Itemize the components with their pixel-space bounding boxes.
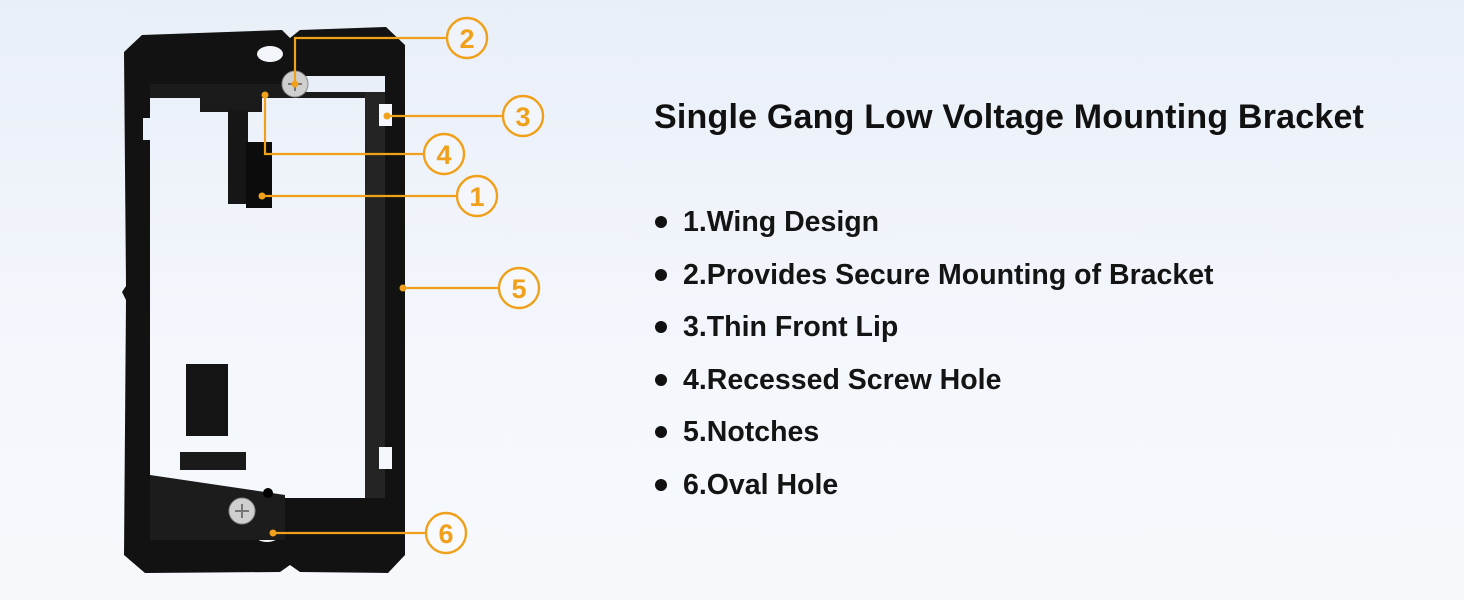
feature-label: 3.Thin Front Lip [683,311,899,344]
feature-label: 5.Notches [683,416,820,449]
callout-number-6: 6 [438,519,453,549]
bracket-illustration: 1 2 3 4 5 6 [122,16,545,573]
feature-item: 2.Provides Secure Mounting of Bracket [654,257,1214,310]
callout-dots [258,80,407,537]
feature-label: 6.Oval Hole [683,468,839,501]
feature-item: 1.Wing Design [654,204,1214,257]
callout-circle-4 [422,132,466,176]
callout-circle-6 [424,511,468,555]
callout-circle-1 [455,174,499,218]
feature-item: 3.Thin Front Lip [654,309,1214,362]
callout-lines [262,36,502,535]
feature-label: 2.Provides Secure Mounting of Bracket [683,258,1214,291]
feature-item: 4.Recessed Screw Hole [654,362,1214,415]
feature-item: 5.Notches [654,414,1214,467]
feature-list: 1.Wing Design 2.Provides Secure Mounting… [654,204,1214,520]
callout-number-5: 5 [511,274,526,304]
callout-number-1: 1 [469,182,484,212]
bullet-icon [655,268,667,281]
callout-circle-3 [501,94,545,138]
bullet-icon [655,478,667,491]
bullet-icon [655,321,667,334]
callout-circle-2 [445,16,489,60]
mounting-bracket-image [122,27,405,573]
bullet-icon [655,426,667,439]
bullet-icon [655,373,667,386]
callout-number-4: 4 [436,140,451,170]
callout-circle-5 [497,266,541,310]
feature-label: 1.Wing Design [683,206,880,238]
bullet-icon [655,216,667,228]
callout-number-3: 3 [515,102,530,132]
product-title: Single Gang Low Voltage Mounting Bracket [654,98,1365,136]
feature-item: 6.Oval Hole [654,467,1214,520]
callout-number-2: 2 [459,24,474,54]
feature-label: 4.Recessed Screw Hole [683,363,1002,396]
